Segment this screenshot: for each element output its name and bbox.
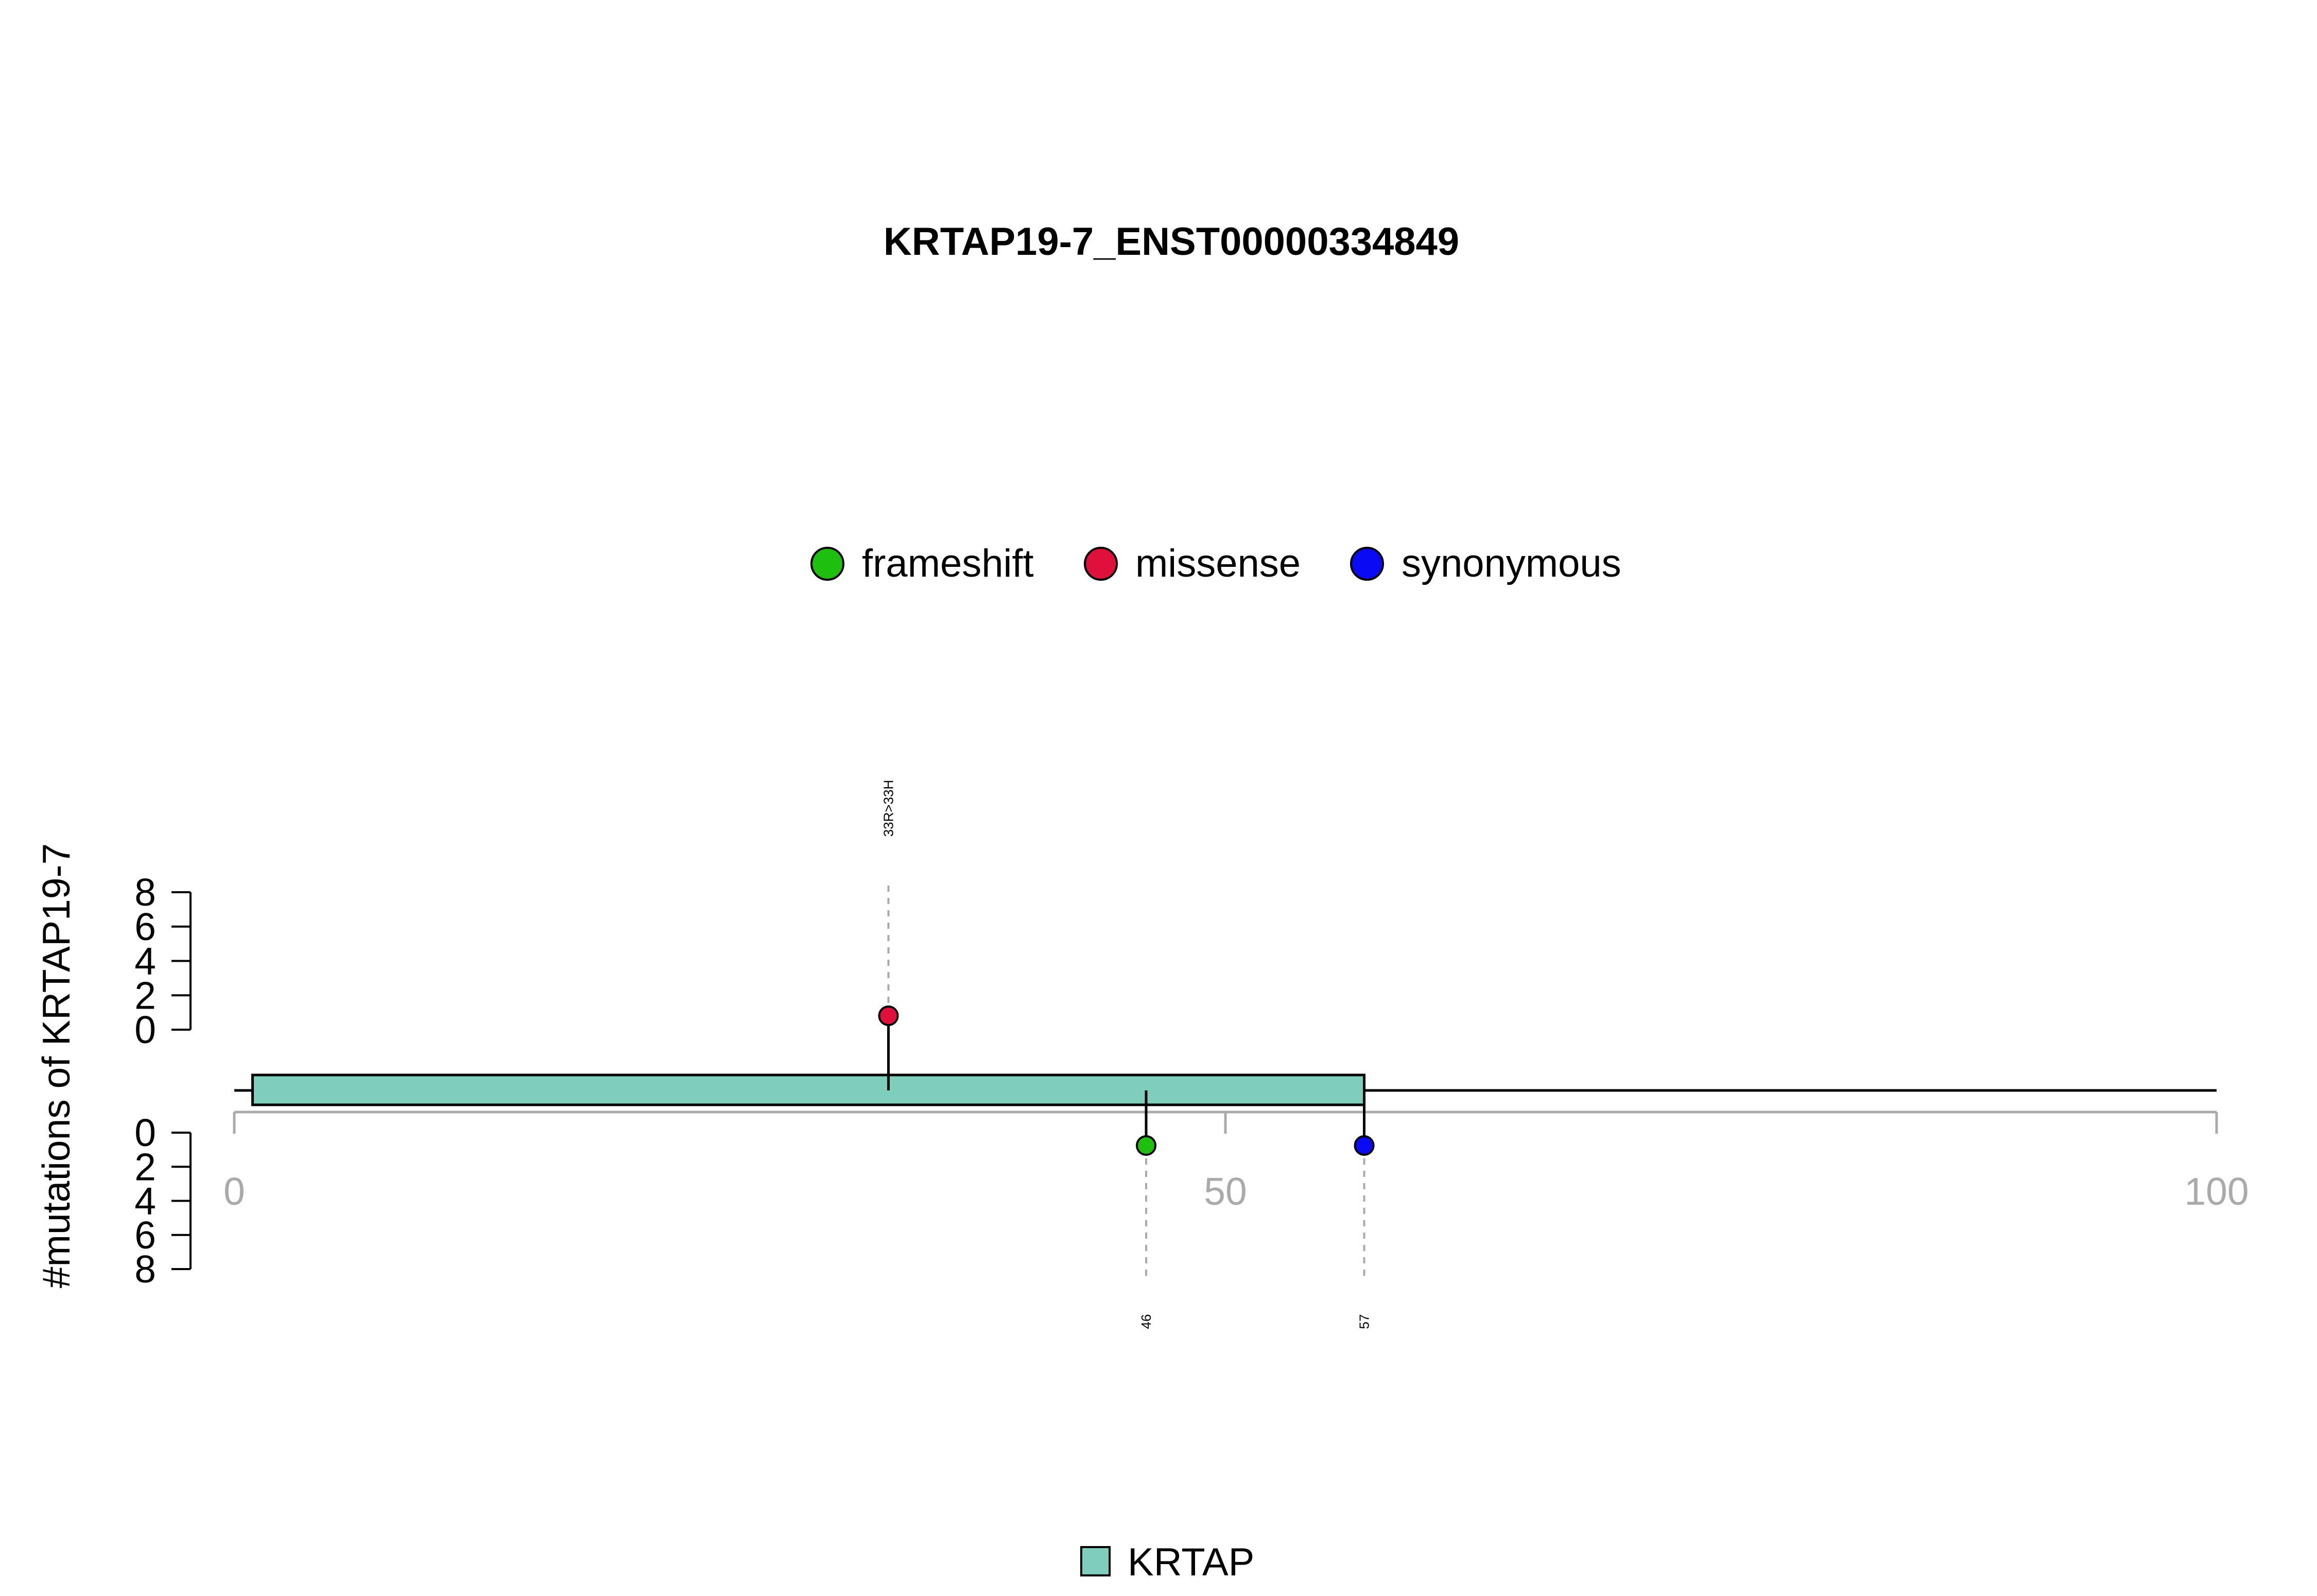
mutation-label: 57 [1357, 1314, 1372, 1329]
legend-marker-synonymous [1350, 547, 1384, 581]
legend-marker-missense [1084, 547, 1118, 581]
mutation-lollipops: 33R>33H 46 57 [878, 780, 1375, 1329]
x-tick-label: 100 [2184, 1170, 2249, 1213]
lollipop-head-missense [878, 1005, 899, 1026]
y-tick-label-down: 4 [134, 1179, 156, 1223]
x-axis: 0 50 100 [223, 1111, 2249, 1213]
y-tick-label-up: 4 [134, 940, 156, 983]
mutation-label: 46 [1138, 1314, 1154, 1329]
mutation-label: 33R>33H [881, 780, 896, 837]
legend-label-missense: missense [1135, 542, 1301, 585]
lollipop-head-frameshift [1136, 1135, 1156, 1156]
y-tick-label-up: 8 [134, 871, 156, 914]
y-tick-label-up: 2 [134, 974, 156, 1017]
y-tick-label-down: 8 [134, 1247, 156, 1291]
y-tick-label-down: 6 [134, 1213, 156, 1257]
domain-legend: KRTAP [1080, 1540, 1254, 1584]
x-tick-label: 0 [223, 1170, 245, 1213]
domain-KRTAP [251, 1073, 1365, 1106]
mutation-type-legend: frameshift missense synonymous [810, 542, 1621, 585]
y-tick-label-up: 6 [134, 905, 156, 948]
chart-title: KRTAP19-7_ENST00000334849 [884, 220, 1459, 264]
y-tick-label-down: 0 [134, 1111, 156, 1154]
legend-marker-frameshift [810, 547, 844, 581]
legend-domain-label: KRTAP [1128, 1540, 1254, 1584]
legend-label-synonymous: synonymous [1402, 542, 1621, 585]
protein-backbone [234, 1073, 2217, 1106]
x-tick-label: 50 [1204, 1170, 1247, 1213]
y-tick-label-down: 2 [134, 1145, 156, 1188]
legend-label-frameshift: frameshift [862, 542, 1034, 585]
y-axis-label: #mutations of KRTAP19-7 [34, 843, 78, 1288]
legend-domain-swatch [1080, 1546, 1111, 1576]
y-tick-label-up: 0 [134, 1008, 156, 1051]
lollipop-head-synonymous [1354, 1135, 1375, 1156]
